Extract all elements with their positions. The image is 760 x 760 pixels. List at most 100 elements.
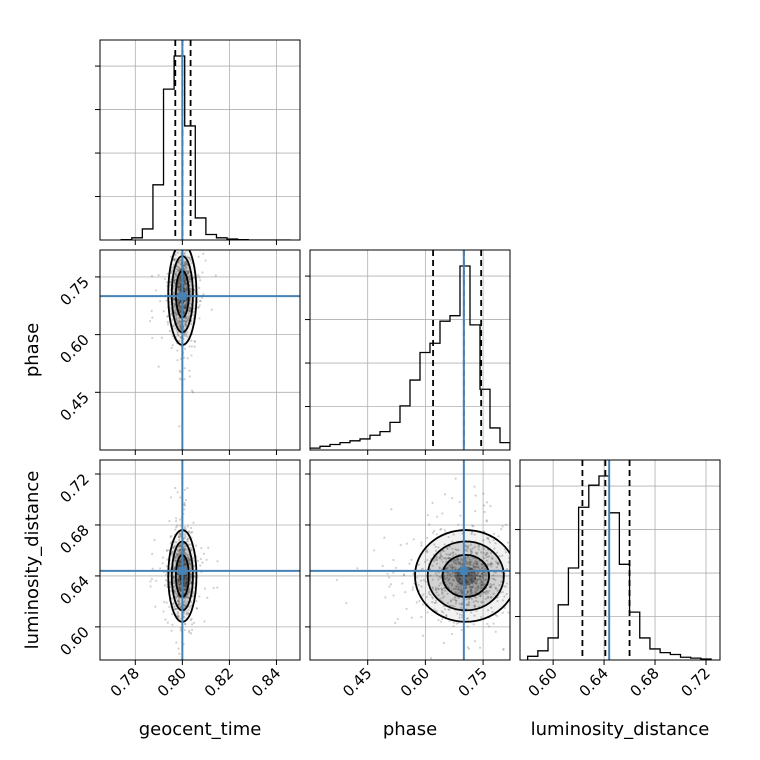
sample-point xyxy=(185,580,188,583)
sample-point xyxy=(452,551,455,554)
sample-point xyxy=(183,319,186,322)
sample-point xyxy=(441,591,444,594)
sample-point xyxy=(190,354,193,357)
sample-point xyxy=(184,599,187,602)
sample-point xyxy=(183,225,185,227)
sample-point xyxy=(477,545,480,548)
sample-point xyxy=(185,321,188,324)
sample-point xyxy=(185,303,188,306)
sample-point xyxy=(473,605,476,608)
sample-point xyxy=(456,585,459,588)
sample-point xyxy=(485,578,488,581)
sample-point xyxy=(174,604,177,608)
sample-point xyxy=(192,235,194,237)
sample-point xyxy=(454,559,458,562)
sample-point xyxy=(174,559,178,562)
sample-point xyxy=(451,566,454,569)
sample-point xyxy=(498,555,501,558)
sample-point xyxy=(460,591,464,594)
sample-point xyxy=(443,529,446,532)
sample-point xyxy=(184,602,188,605)
sample-point xyxy=(538,552,540,554)
sample-point xyxy=(410,558,413,561)
y-tick-label: 0.68 xyxy=(56,521,92,557)
sample-point xyxy=(172,325,175,328)
sample-point xyxy=(474,509,477,513)
sample-point xyxy=(190,389,194,392)
sample-point xyxy=(437,578,440,581)
x-tick-label: 0.64 xyxy=(576,664,612,700)
sample-point xyxy=(513,580,515,582)
sample-point xyxy=(464,556,467,559)
sample-point xyxy=(183,563,187,566)
sample-point xyxy=(174,587,177,590)
sample-point xyxy=(182,611,186,615)
sample-point xyxy=(456,560,460,563)
sample-point xyxy=(179,305,182,308)
sample-point xyxy=(197,306,200,309)
sample-point xyxy=(441,596,444,600)
sample-point xyxy=(461,558,464,562)
sample-point xyxy=(178,276,181,279)
sample-point xyxy=(170,313,173,316)
sample-point xyxy=(183,562,186,565)
sample-point xyxy=(185,553,188,556)
sample-point xyxy=(183,537,186,540)
sample-point xyxy=(177,647,180,650)
sample-point xyxy=(189,563,192,566)
sample-point xyxy=(183,559,186,562)
sample-point xyxy=(179,275,182,278)
histogram-geocent_time xyxy=(120,55,291,240)
sample-point xyxy=(487,538,490,541)
sample-point xyxy=(185,574,189,577)
sample-point xyxy=(186,269,189,272)
sample-point xyxy=(183,584,186,588)
sample-point xyxy=(178,301,181,304)
sample-point xyxy=(437,618,440,622)
panel-phase-phase xyxy=(305,249,511,455)
sample-point xyxy=(459,582,462,586)
sample-point xyxy=(485,590,489,593)
sample-point xyxy=(458,577,461,580)
sample-point xyxy=(174,528,177,531)
sample-point xyxy=(170,534,173,538)
sample-point xyxy=(183,564,186,567)
sample-point xyxy=(151,336,154,340)
sample-point xyxy=(449,599,453,602)
sample-point xyxy=(405,607,408,610)
sample-point xyxy=(177,578,180,582)
sample-point xyxy=(467,561,470,564)
sample-point xyxy=(435,586,438,589)
sample-point xyxy=(433,608,436,611)
sample-point xyxy=(485,551,488,554)
sample-point xyxy=(439,597,442,600)
sample-point xyxy=(439,582,442,585)
sample-point xyxy=(428,592,431,596)
sample-point xyxy=(472,563,475,566)
sample-point xyxy=(169,583,172,586)
contour-level xyxy=(414,529,510,623)
sample-point xyxy=(184,604,188,607)
sample-point xyxy=(504,523,508,526)
sample-point xyxy=(186,271,189,274)
sample-point xyxy=(493,547,496,550)
sample-point xyxy=(404,590,407,594)
sample-point xyxy=(187,591,190,594)
sample-point xyxy=(172,567,176,571)
sample-point xyxy=(493,532,496,535)
sample-point xyxy=(474,494,477,497)
sample-point xyxy=(485,519,488,522)
sample-point xyxy=(466,580,469,583)
sample-point xyxy=(176,298,179,301)
sample-point xyxy=(185,288,189,292)
sample-point xyxy=(441,589,444,592)
sample-point xyxy=(470,532,473,536)
sample-point xyxy=(444,568,448,571)
sample-point xyxy=(179,277,182,280)
sample-point xyxy=(176,615,180,618)
sample-point xyxy=(476,588,479,592)
sample-point xyxy=(186,611,189,614)
sample-point xyxy=(420,585,423,588)
sample-point xyxy=(153,538,156,542)
sample-point xyxy=(466,625,470,628)
